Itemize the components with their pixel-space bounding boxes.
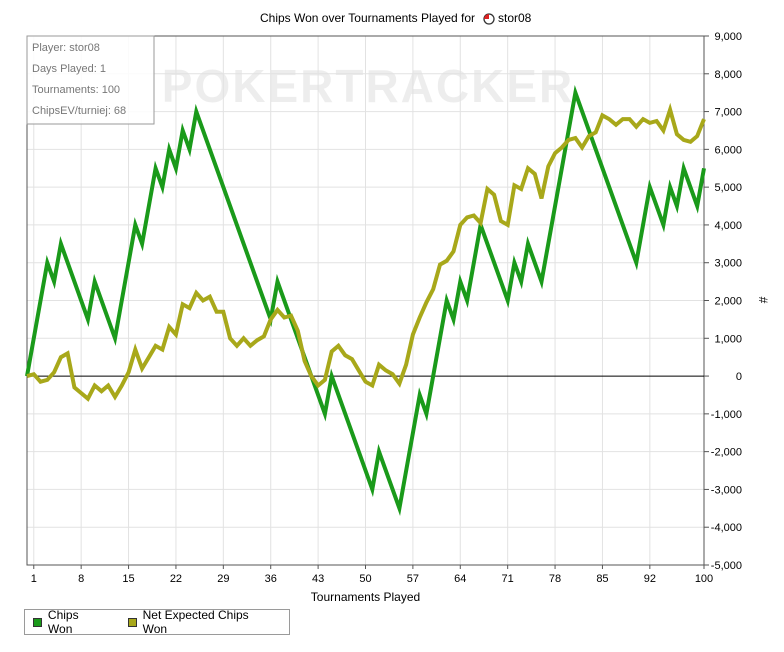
x-axis-label: Tournaments Played xyxy=(311,590,420,604)
info-box-line: Tournaments: 100 xyxy=(32,84,120,96)
y-tick-label: -3,000 xyxy=(711,484,742,496)
x-tick-label: 92 xyxy=(644,573,656,585)
y-tick-label: 7,000 xyxy=(714,107,742,119)
legend-swatch-net-expected-chips-won xyxy=(127,617,137,627)
x-tick-label: 43 xyxy=(312,573,324,585)
legend-label-chips-won: Chips Won xyxy=(47,608,79,636)
x-tick-label: 36 xyxy=(265,573,277,585)
y-tick-label: 6,000 xyxy=(714,144,742,156)
x-tick-label: 15 xyxy=(122,573,134,585)
x-tick-label: 100 xyxy=(695,573,713,585)
y-tick-label: 3,000 xyxy=(714,258,742,270)
series-line-chips-won xyxy=(25,84,706,517)
poker-site-icon xyxy=(483,13,495,25)
legend-item-net-expected-chips-won[interactable]: Net Expected Chips Won xyxy=(127,608,275,636)
icon-segment xyxy=(484,14,489,19)
info-box xyxy=(26,35,155,125)
y-tick-label: 8,000 xyxy=(714,69,742,81)
y-tick-label: 1,000 xyxy=(714,333,742,345)
info-box-line: Player: stor08 xyxy=(32,42,100,54)
x-tick-label: 78 xyxy=(549,573,561,585)
chart-title-player: stor08 xyxy=(498,11,532,25)
x-tick-label: 8 xyxy=(78,573,84,585)
y-tick-label: -2,000 xyxy=(711,447,742,459)
info-box-line: ChipsEV/turniej: 68 xyxy=(32,105,126,117)
y-tick-label: 0 xyxy=(736,371,742,383)
y-tick-label: 9,000 xyxy=(714,31,742,43)
y-tick-label: 5,000 xyxy=(714,182,742,194)
legend-label-net-expected-chips-won: Net Expected Chips Won xyxy=(142,608,249,636)
y-tick-label: 2,000 xyxy=(714,296,742,308)
x-tick-label: 50 xyxy=(359,573,371,585)
chart-title: Chips Won over Tournaments Played for xyxy=(260,11,475,25)
x-tick-label: 29 xyxy=(217,573,229,585)
watermark-text: POKERTRACKER xyxy=(162,60,574,112)
y-tick-label: -1,000 xyxy=(711,409,742,421)
y-axis-label: # xyxy=(756,297,770,304)
x-tick-label: 57 xyxy=(407,573,419,585)
legend-item-chips-won[interactable]: Chips Won xyxy=(33,608,106,636)
x-tick-label: 22 xyxy=(170,573,182,585)
x-tick-label: 85 xyxy=(596,573,608,585)
legend-swatch-chips-won xyxy=(33,617,42,627)
series-line-net-expected-chips-won xyxy=(26,102,706,402)
y-tick-label: -5,000 xyxy=(711,560,742,572)
y-tick-label: -4,000 xyxy=(711,522,742,534)
x-tick-label: 64 xyxy=(454,573,466,585)
y-tick-label: 4,000 xyxy=(714,220,742,232)
chart-legend: Chips Won Net Expected Chips Won xyxy=(24,608,290,636)
x-tick-label: 1 xyxy=(31,573,37,585)
x-tick-label: 71 xyxy=(502,573,514,585)
info-box-line: Days Played: 1 xyxy=(32,63,106,75)
